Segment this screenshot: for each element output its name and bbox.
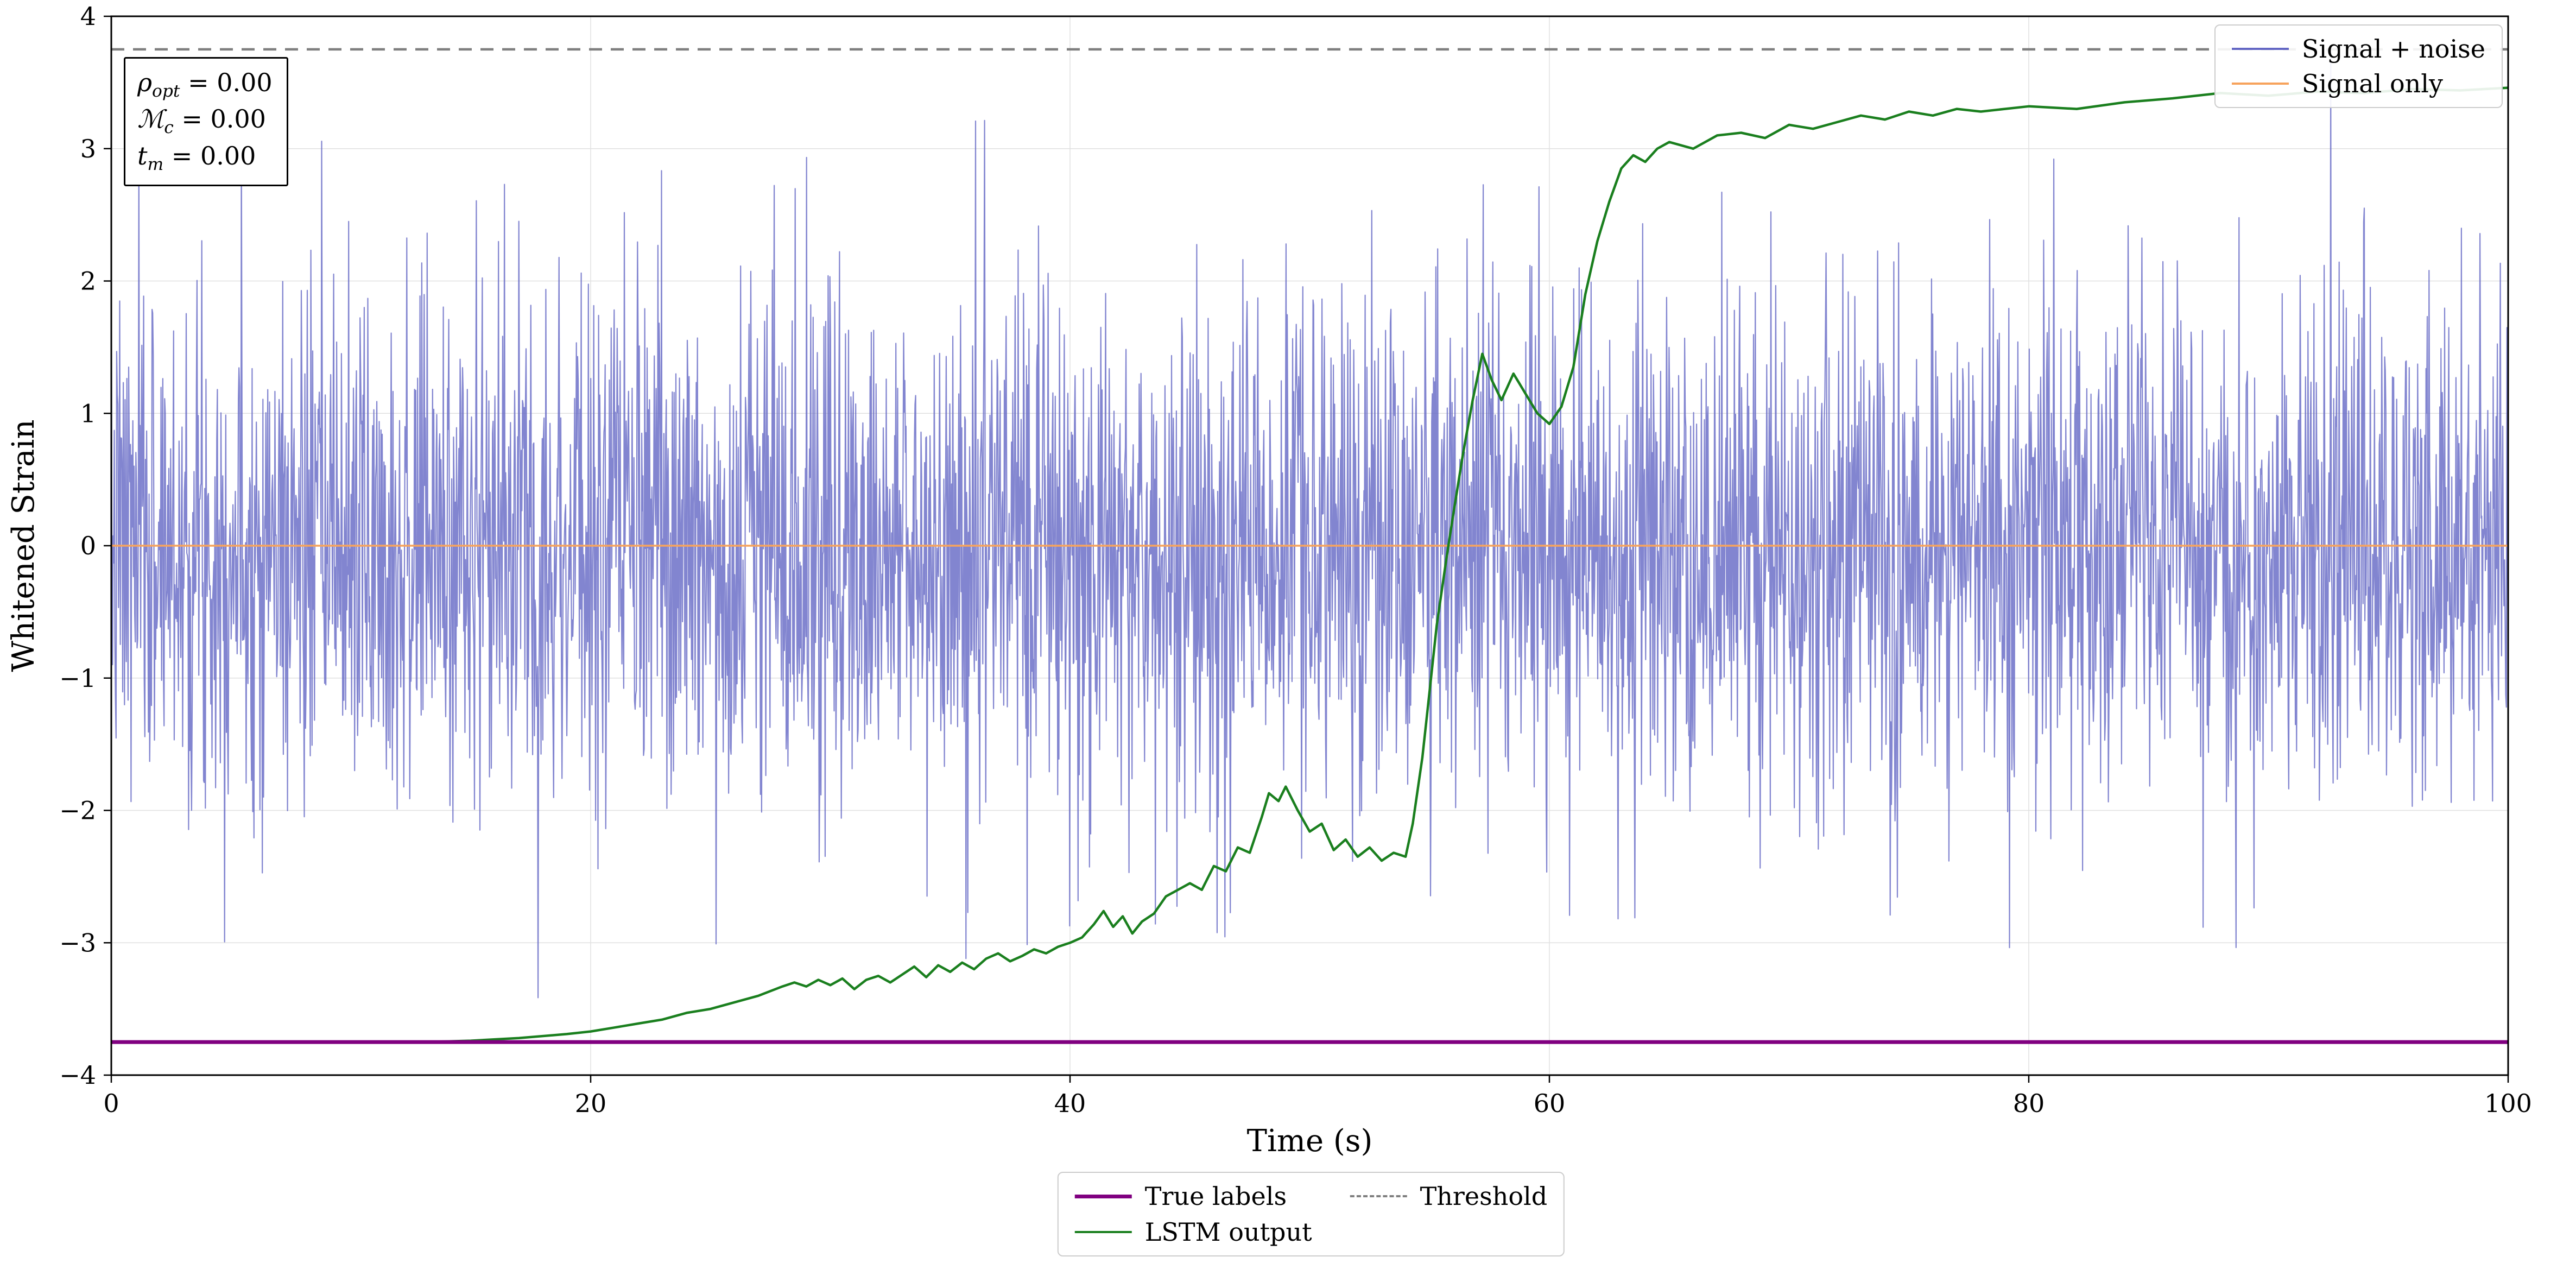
legend-label: True labels <box>1144 1182 1287 1211</box>
x-tick-labels: 0 20 40 60 80 100 <box>103 1089 2532 1118</box>
signal-only-line-swatch <box>2231 83 2289 85</box>
svg-text:−4: −4 <box>59 1060 96 1090</box>
svg-text:0: 0 <box>103 1089 119 1118</box>
x-ticks <box>110 1075 2509 1083</box>
series-signal-noise <box>111 50 2508 999</box>
annotation-subscript: c <box>164 118 174 138</box>
annotation-line-merger-time: tm = 0.00 <box>137 140 273 176</box>
annotation-symbol: ℳ <box>137 104 164 134</box>
legend-label: LSTM output <box>1144 1217 1312 1247</box>
series-lines <box>111 48 2508 1044</box>
svg-text:−1: −1 <box>59 664 96 693</box>
series-lstm-output <box>111 86 2508 1044</box>
legend-entry-signal-noise: Signal + noise <box>2231 34 2485 64</box>
svg-text:80: 80 <box>2013 1089 2045 1118</box>
legend-entry-threshold: Threshold <box>1350 1182 1548 1211</box>
y-tick-labels: −4 −3 −2 −1 0 1 2 3 4 <box>59 2 96 1090</box>
legend-entry-lstm-output: LSTM output <box>1074 1217 1312 1247</box>
y-axis-label: Whitened Strain <box>6 419 41 672</box>
annotation-subscript: opt <box>152 81 180 102</box>
svg-text:1: 1 <box>80 399 96 428</box>
annotation-symbol: ρ <box>137 68 153 97</box>
svg-text:0: 0 <box>80 531 96 560</box>
annotation-value: = 0.00 <box>163 141 256 170</box>
svg-text:20: 20 <box>575 1089 607 1118</box>
legend-label: Signal + noise <box>2301 34 2485 64</box>
legend-signals: Signal + noise Signal only <box>2214 24 2503 108</box>
svg-text:3: 3 <box>80 134 96 163</box>
annotation-value: = 0.00 <box>180 68 273 97</box>
annotation-line-chirp-mass: ℳc = 0.00 <box>137 103 273 139</box>
legend-entry-true-labels: True labels <box>1074 1182 1312 1211</box>
y-ticks <box>104 15 111 1076</box>
svg-text:40: 40 <box>1054 1089 1086 1118</box>
svg-text:−2: −2 <box>59 796 96 825</box>
annotation-value: = 0.00 <box>173 104 266 134</box>
svg-text:100: 100 <box>2484 1089 2532 1118</box>
threshold-line-swatch <box>1350 1195 1407 1197</box>
svg-text:−3: −3 <box>59 928 96 957</box>
annotation-subscript: m <box>147 155 164 175</box>
svg-text:60: 60 <box>1534 1089 1566 1118</box>
annotation-box: ρopt = 0.00 ℳc = 0.00 tm = 0.00 <box>124 57 288 187</box>
legend-label: Threshold <box>1420 1182 1548 1211</box>
lstm-output-line-swatch <box>1074 1231 1132 1233</box>
signal-noise-line-swatch <box>2231 48 2289 50</box>
legend-label: Signal only <box>2301 69 2443 98</box>
svg-text:2: 2 <box>80 267 96 296</box>
true-labels-line-swatch <box>1074 1194 1132 1198</box>
legend-outputs: True labels LSTM output Threshold <box>1057 1172 1565 1256</box>
svg-text:4: 4 <box>80 2 96 31</box>
legend-entry-signal-only: Signal only <box>2231 69 2485 98</box>
annotation-symbol: t <box>137 141 148 170</box>
annotation-line-rho: ρopt = 0.00 <box>137 66 273 103</box>
x-axis-label: Time (s) <box>1247 1123 1373 1159</box>
